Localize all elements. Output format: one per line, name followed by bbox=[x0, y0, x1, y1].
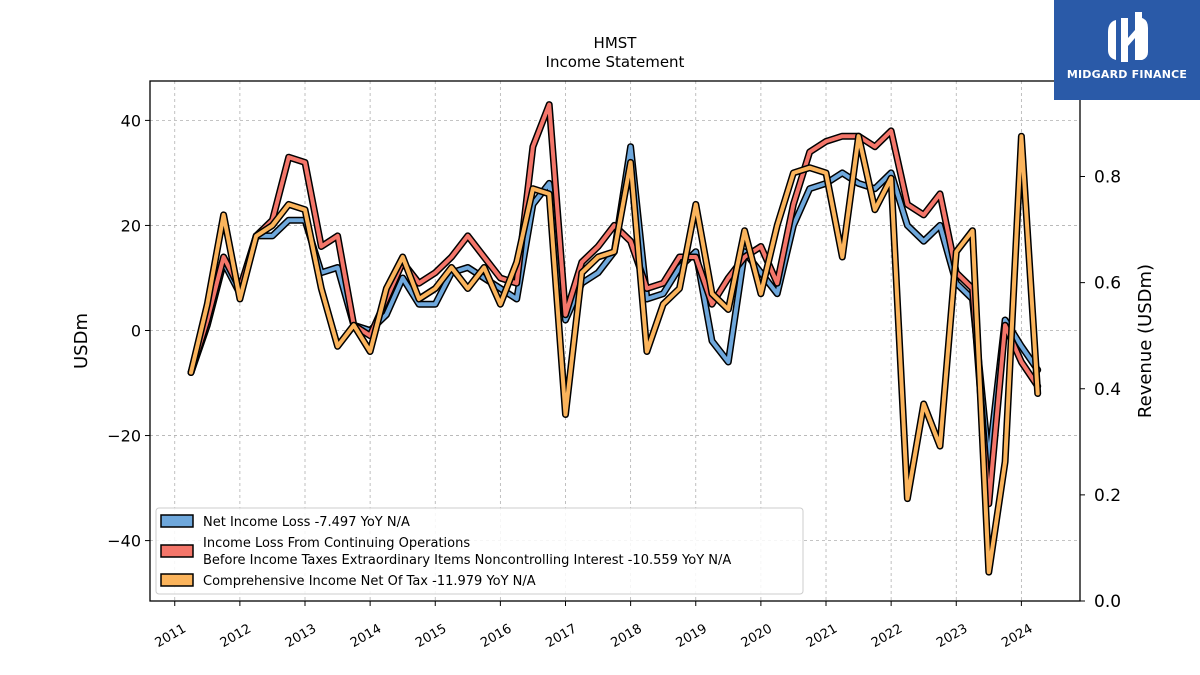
midgard-logo-icon bbox=[1108, 12, 1148, 62]
brand-name: MIDGARD FINANCE bbox=[1066, 68, 1188, 81]
series-2-line bbox=[189, 134, 1040, 575]
y-tick-label: 0 bbox=[131, 321, 141, 340]
series-1-line bbox=[189, 102, 1040, 506]
legend-label-continuing-ops-line2: Before Income Taxes Extraordinary Items … bbox=[203, 553, 731, 568]
y-tick-label: 40 bbox=[121, 111, 141, 130]
y-axis-right-label: Revenue (USDm) bbox=[1135, 264, 1156, 418]
left-y-axis: −40 −20 0 20 40 bbox=[107, 111, 150, 551]
legend-swatch-comprehensive bbox=[160, 573, 194, 587]
midgard-finance-logo: MIDGARD FINANCE bbox=[1054, 0, 1200, 100]
legend-label-continuing-ops: Income Loss From Continuing Operations B… bbox=[203, 536, 731, 568]
y-right-tick-label: 0.8 bbox=[1094, 168, 1121, 188]
y-axis-label: USDm bbox=[71, 313, 92, 369]
right-y-axis: 0.0 0.2 0.4 0.6 0.8 bbox=[1080, 168, 1121, 612]
legend-box bbox=[155, 507, 804, 595]
y-right-tick-label: 0.6 bbox=[1094, 274, 1121, 294]
y-tick-label: −20 bbox=[107, 427, 141, 446]
y-right-tick-label: 0.0 bbox=[1094, 592, 1121, 612]
plot-frame bbox=[149, 80, 1081, 602]
y-tick-label: −40 bbox=[107, 532, 141, 551]
legend-label-comprehensive: Comprehensive Income Net Of Tax -11.979 … bbox=[203, 574, 536, 589]
y-right-tick-label: 0.2 bbox=[1094, 486, 1121, 506]
series-layer bbox=[187, 101, 1042, 576]
chart-title: HMST bbox=[594, 34, 638, 52]
legend-label-net-income: Net Income Loss -7.497 YoY N/A bbox=[203, 515, 410, 530]
legend-swatch-net-income bbox=[160, 514, 194, 528]
legend-swatch-continuing-ops bbox=[160, 544, 194, 558]
y-right-tick-label: 0.4 bbox=[1094, 380, 1121, 400]
chart-subtitle: Income Statement bbox=[546, 53, 685, 71]
legend: Net Income Loss -7.497 YoY N/A Income Lo… bbox=[155, 507, 804, 595]
y-tick-label: 20 bbox=[121, 216, 141, 235]
legend-label-continuing-ops-line1: Income Loss From Continuing Operations bbox=[203, 536, 470, 551]
